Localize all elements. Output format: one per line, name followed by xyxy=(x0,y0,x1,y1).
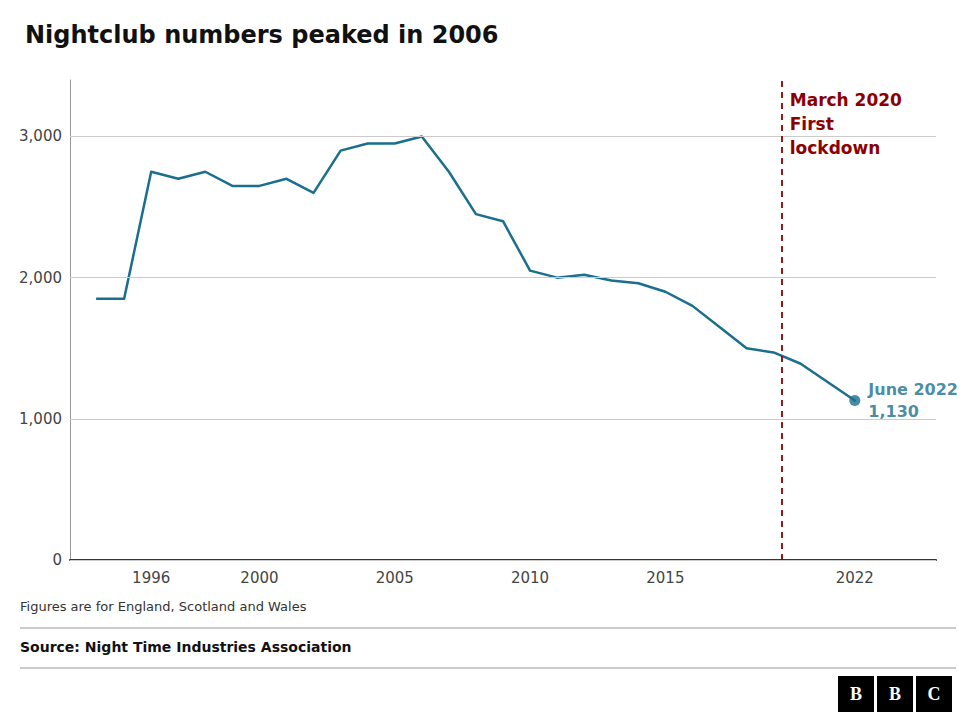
svg-text:2005: 2005 xyxy=(376,569,414,587)
svg-text:C: C xyxy=(928,684,941,704)
svg-text:0: 0 xyxy=(52,551,62,569)
svg-text:1,000: 1,000 xyxy=(19,410,62,428)
svg-text:B: B xyxy=(850,684,862,704)
svg-text:March 2020: March 2020 xyxy=(790,90,902,110)
svg-text:1,130: 1,130 xyxy=(868,402,919,421)
svg-text:3,000: 3,000 xyxy=(19,127,62,145)
svg-text:2022: 2022 xyxy=(836,569,874,587)
svg-text:Figures are for England, Scotl: Figures are for England, Scotland and Wa… xyxy=(20,599,307,614)
svg-text:B: B xyxy=(889,684,901,704)
svg-text:2,000: 2,000 xyxy=(19,269,62,287)
svg-text:2000: 2000 xyxy=(240,569,278,587)
svg-text:lockdown: lockdown xyxy=(790,138,881,158)
svg-text:Source: Night Time Industries: Source: Night Time Industries Associatio… xyxy=(20,639,352,655)
svg-text:June 2022: June 2022 xyxy=(867,380,958,399)
svg-text:Nightclub numbers peaked in 20: Nightclub numbers peaked in 2006 xyxy=(25,21,498,49)
svg-text:First: First xyxy=(790,114,834,134)
svg-text:2010: 2010 xyxy=(511,569,549,587)
svg-text:2015: 2015 xyxy=(646,569,684,587)
svg-text:1996: 1996 xyxy=(132,569,170,587)
